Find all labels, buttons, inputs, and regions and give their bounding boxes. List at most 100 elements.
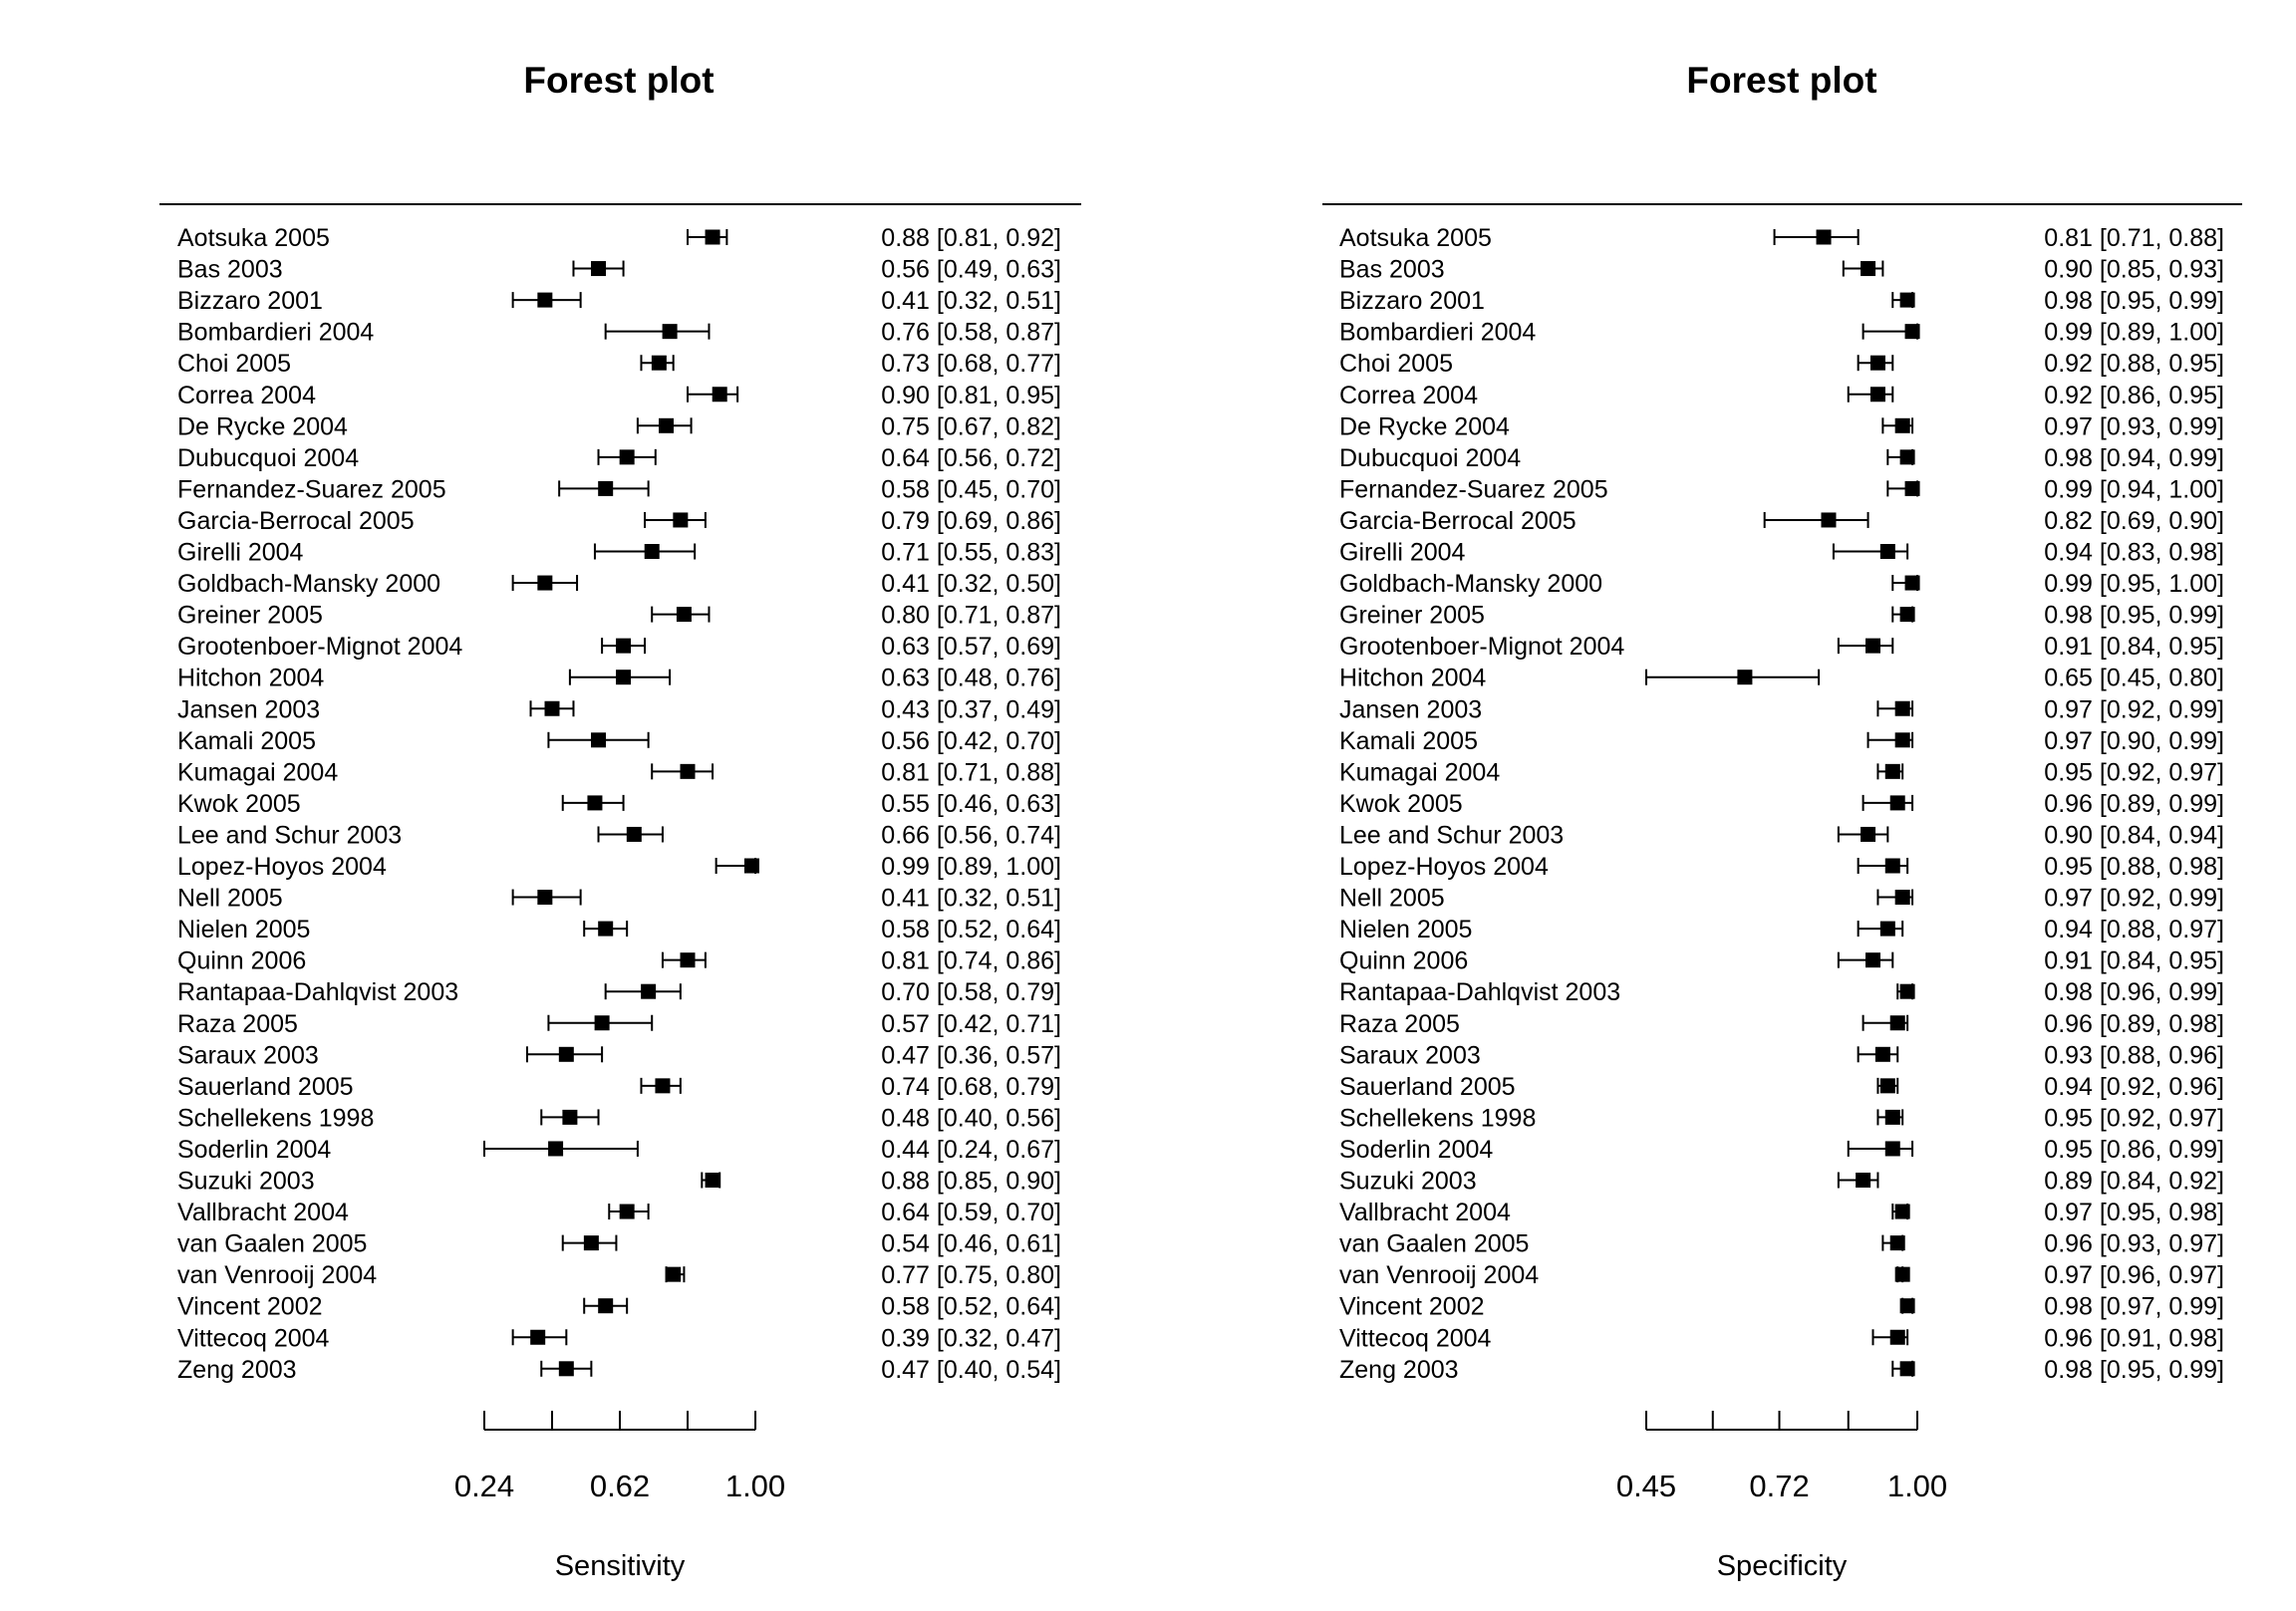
study-row: Zeng 2003 0.47 [0.40, 0.54]	[177, 1356, 1061, 1384]
study-label: Goldbach-Mansky 2000	[177, 570, 440, 598]
estimate-ci-text: 0.58 [0.52, 0.64]	[881, 916, 1061, 943]
study-row: Greiner 2005 0.80 [0.71, 0.87]	[177, 602, 1061, 630]
point-estimate	[619, 449, 635, 465]
study-row: Saraux 2003 0.93 [0.88, 0.96]	[1339, 1041, 2224, 1069]
study-label: Kumagai 2004	[177, 758, 338, 786]
study-row: Soderlin 2004 0.95 [0.86, 0.99]	[1339, 1136, 2224, 1164]
study-row: Fernandez-Suarez 2005 0.58 [0.45, 0.70]	[177, 475, 1061, 503]
point-estimate	[1884, 1141, 1900, 1157]
study-label: Correa 2004	[177, 382, 316, 409]
point-estimate	[548, 1141, 564, 1157]
point-estimate	[1889, 1235, 1905, 1251]
study-row: Girelli 2004 0.71 [0.55, 0.83]	[177, 539, 1061, 567]
study-label: van Venrooij 2004	[177, 1261, 377, 1289]
study-row: Nell 2005 0.97 [0.92, 0.99]	[1339, 885, 2224, 913]
study-label: Fernandez-Suarez 2005	[1339, 475, 1608, 503]
point-estimate	[544, 700, 560, 716]
estimate-ci-text: 0.66 [0.56, 0.74]	[881, 821, 1061, 849]
estimate-ci-text: 0.93 [0.88, 0.96]	[2044, 1041, 2224, 1069]
study-label: Grootenboer-Mignot 2004	[177, 633, 462, 661]
study-row: Kwok 2005 0.55 [0.46, 0.63]	[177, 790, 1061, 818]
study-row: Vittecoq 2004 0.96 [0.91, 0.98]	[1339, 1324, 2224, 1352]
study-label: Hitchon 2004	[1339, 665, 1486, 692]
x-axis-title: Sensitivity	[555, 1550, 686, 1582]
estimate-ci-text: 0.90 [0.84, 0.94]	[2044, 821, 2224, 849]
study-row: Dubucquoi 2004 0.98 [0.94, 0.99]	[1339, 444, 2224, 472]
estimate-ci-text: 0.97 [0.92, 0.99]	[2044, 885, 2224, 913]
study-row: Rantapaa-Dahlqvist 2003 0.70 [0.58, 0.79]	[177, 978, 1061, 1006]
study-label: Correa 2004	[1339, 382, 1478, 409]
estimate-ci-text: 0.95 [0.92, 0.97]	[2044, 1104, 2224, 1132]
estimate-ci-text: 0.48 [0.40, 0.56]	[881, 1104, 1061, 1132]
estimate-ci-text: 0.63 [0.48, 0.76]	[881, 665, 1061, 692]
estimate-ci-text: 0.91 [0.84, 0.95]	[2044, 633, 2224, 661]
x-tick-label: 0.62	[590, 1469, 650, 1503]
study-row: Grootenboer-Mignot 2004 0.63 [0.57, 0.69]	[177, 633, 1061, 661]
study-row: Correa 2004 0.90 [0.81, 0.95]	[177, 382, 1061, 409]
study-label: Vittecoq 2004	[177, 1324, 330, 1352]
estimate-ci-text: 0.96 [0.91, 0.98]	[2044, 1324, 2224, 1352]
study-row: van Gaalen 2005 0.96 [0.93, 0.97]	[1339, 1230, 2224, 1258]
estimate-ci-text: 0.94 [0.88, 0.97]	[2044, 916, 2224, 943]
study-label: Vincent 2002	[177, 1293, 323, 1321]
study-label: Zeng 2003	[1339, 1356, 1459, 1384]
study-row: Zeng 2003 0.98 [0.95, 0.99]	[1339, 1356, 2224, 1384]
estimate-ci-text: 0.96 [0.89, 0.98]	[2044, 1010, 2224, 1038]
study-row: Schellekens 1998 0.48 [0.40, 0.56]	[177, 1104, 1061, 1132]
estimate-ci-text: 0.71 [0.55, 0.83]	[881, 539, 1061, 567]
study-label: Aotsuka 2005	[1339, 224, 1492, 252]
study-row: Rantapaa-Dahlqvist 2003 0.98 [0.96, 0.99]	[1339, 978, 2224, 1006]
point-estimate	[1884, 763, 1900, 779]
estimate-ci-text: 0.81 [0.74, 0.86]	[881, 947, 1061, 975]
study-label: Kamali 2005	[1339, 727, 1478, 755]
study-label: Kwok 2005	[1339, 790, 1463, 818]
estimate-ci-text: 0.76 [0.58, 0.87]	[881, 319, 1061, 347]
estimate-ci-text: 0.58 [0.52, 0.64]	[881, 1293, 1061, 1321]
estimate-ci-text: 0.56 [0.49, 0.63]	[881, 256, 1061, 284]
estimate-ci-text: 0.97 [0.92, 0.99]	[2044, 695, 2224, 723]
study-row: Bombardieri 2004 0.99 [0.89, 1.00]	[1339, 319, 2224, 347]
study-label: Grootenboer-Mignot 2004	[1339, 633, 1624, 661]
point-estimate	[616, 638, 632, 654]
point-estimate	[1899, 983, 1915, 999]
study-label: Bizzaro 2001	[1339, 287, 1485, 315]
estimate-ci-text: 0.98 [0.95, 0.99]	[2044, 1356, 2224, 1384]
estimate-ci-text: 0.47 [0.40, 0.54]	[881, 1356, 1061, 1384]
study-label: Dubucquoi 2004	[1339, 444, 1521, 472]
study-row: van Venrooij 2004 0.97 [0.96, 0.97]	[1339, 1261, 2224, 1289]
point-estimate	[705, 229, 720, 245]
study-row: Nielen 2005 0.58 [0.52, 0.64]	[177, 916, 1061, 943]
study-row: Kumagai 2004 0.81 [0.71, 0.88]	[177, 758, 1061, 786]
study-label: Dubucquoi 2004	[177, 444, 359, 472]
study-row: Suzuki 2003 0.89 [0.84, 0.92]	[1339, 1168, 2224, 1196]
study-label: Zeng 2003	[177, 1356, 297, 1384]
estimate-ci-text: 0.98 [0.96, 0.99]	[2044, 978, 2224, 1006]
study-label: Bizzaro 2001	[177, 287, 323, 315]
study-label: Vincent 2002	[1339, 1293, 1485, 1321]
study-row: Garcia-Berrocal 2005 0.82 [0.69, 0.90]	[1339, 507, 2224, 535]
estimate-ci-text: 0.43 [0.37, 0.49]	[881, 695, 1061, 723]
study-label: Greiner 2005	[177, 602, 323, 630]
estimate-ci-text: 0.95 [0.86, 0.99]	[2044, 1136, 2224, 1164]
forest-panel-1: Forest plot Aotsuka 2005 0.88 [0.81, 0.92]…	[159, 60, 1081, 1582]
study-label: Raza 2005	[177, 1010, 298, 1038]
estimate-ci-text: 0.58 [0.45, 0.70]	[881, 475, 1061, 503]
point-estimate	[1899, 449, 1915, 465]
estimate-ci-text: 0.65 [0.45, 0.80]	[2044, 665, 2224, 692]
study-label: Jansen 2003	[177, 695, 320, 723]
study-label: Kwok 2005	[177, 790, 301, 818]
study-row: Greiner 2005 0.98 [0.95, 0.99]	[1339, 602, 2224, 630]
x-tick-label: 0.45	[1616, 1469, 1676, 1503]
study-row: Dubucquoi 2004 0.64 [0.56, 0.72]	[177, 444, 1061, 472]
point-estimate	[1861, 826, 1876, 842]
study-row: Sauerland 2005 0.74 [0.68, 0.79]	[177, 1073, 1061, 1101]
study-label: Suzuki 2003	[1339, 1168, 1477, 1196]
estimate-ci-text: 0.92 [0.88, 0.95]	[2044, 350, 2224, 378]
study-row: Aotsuka 2005 0.88 [0.81, 0.92]	[177, 224, 1061, 252]
study-label: Vallbracht 2004	[1339, 1199, 1511, 1226]
study-row: Raza 2005 0.57 [0.42, 0.71]	[177, 1010, 1061, 1038]
estimate-ci-text: 0.98 [0.97, 0.99]	[2044, 1293, 2224, 1321]
point-estimate	[537, 890, 553, 906]
study-label: Quinn 2006	[1339, 947, 1468, 975]
estimate-ci-text: 0.47 [0.36, 0.57]	[881, 1041, 1061, 1069]
